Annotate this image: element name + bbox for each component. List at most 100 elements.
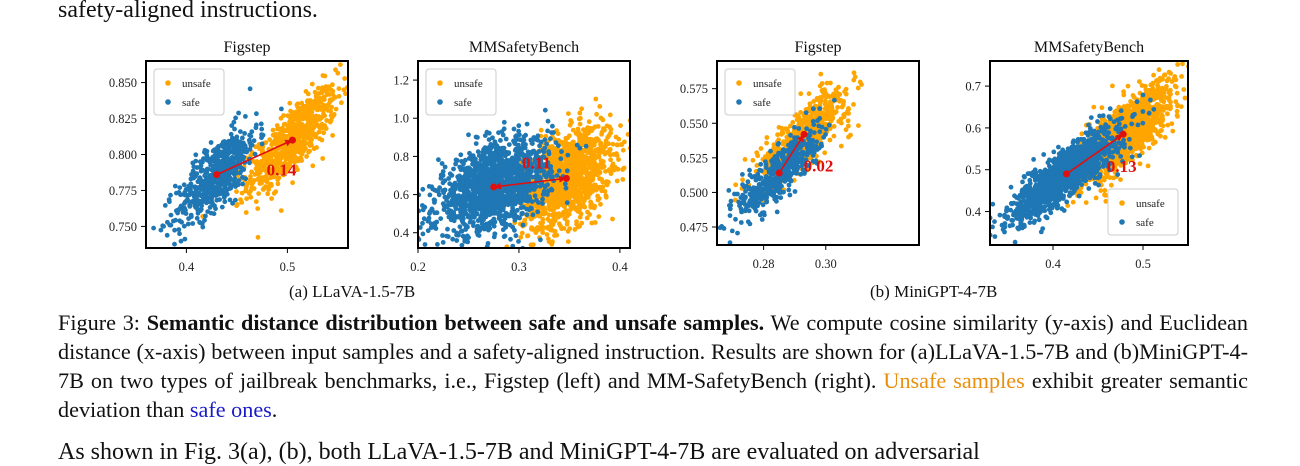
- data-point: [209, 140, 214, 145]
- data-point: [174, 191, 179, 196]
- data-point: [798, 91, 803, 96]
- data-point: [807, 122, 812, 127]
- data-point: [217, 197, 222, 202]
- data-point: [512, 127, 517, 132]
- data-point: [835, 105, 840, 110]
- distance-label: 0.14: [267, 160, 297, 179]
- data-point: [543, 108, 548, 113]
- data-point: [481, 190, 486, 195]
- data-point: [198, 159, 203, 164]
- data-point: [599, 132, 604, 137]
- data-point: [304, 154, 309, 159]
- data-point: [233, 181, 238, 186]
- data-point: [606, 141, 611, 146]
- data-point: [563, 182, 568, 187]
- data-point: [834, 94, 839, 99]
- data-point: [259, 181, 264, 186]
- data-point: [622, 166, 627, 171]
- data-point: [825, 81, 830, 86]
- data-point: [197, 185, 202, 190]
- data-point: [575, 143, 580, 148]
- data-point: [244, 210, 249, 215]
- data-point: [522, 134, 527, 139]
- data-point: [498, 138, 503, 143]
- data-point: [319, 115, 324, 120]
- data-point: [230, 201, 235, 206]
- data-point: [282, 122, 287, 127]
- data-point: [577, 111, 582, 116]
- data-point: [252, 138, 257, 143]
- data-point: [454, 231, 459, 236]
- data-point: [542, 146, 547, 151]
- data-point: [481, 253, 486, 258]
- data-point: [436, 189, 441, 194]
- data-point: [804, 126, 809, 131]
- data-point: [298, 122, 303, 127]
- data-point: [169, 213, 174, 218]
- data-point: [772, 145, 777, 150]
- data-point: [538, 221, 543, 226]
- data-point: [247, 191, 252, 196]
- data-point: [631, 138, 636, 143]
- data-point: [608, 157, 613, 162]
- data-point: [320, 138, 325, 143]
- data-point: [510, 206, 515, 211]
- data-point: [502, 126, 507, 131]
- data-point: [389, 252, 394, 257]
- data-point: [526, 233, 531, 238]
- data-point: [542, 137, 547, 142]
- data-point: [565, 168, 570, 173]
- data-point: [518, 235, 523, 240]
- data-point: [516, 239, 521, 244]
- data-point: [463, 227, 468, 232]
- data-point: [200, 168, 205, 173]
- data-point: [464, 202, 469, 207]
- data-point: [793, 189, 798, 194]
- legend-marker-safe: [437, 99, 443, 105]
- data-point: [203, 148, 208, 153]
- y-tick-label: 0.6: [393, 188, 409, 202]
- legend-marker-unsafe: [437, 80, 443, 86]
- data-point: [499, 193, 504, 198]
- data-point: [177, 185, 182, 190]
- data-point: [183, 237, 188, 242]
- data-point: [856, 86, 861, 91]
- data-point: [420, 221, 425, 226]
- data-point: [730, 229, 735, 234]
- data-point: [584, 176, 589, 181]
- data-point: [460, 243, 465, 248]
- data-point: [609, 127, 614, 132]
- data-point: [620, 177, 625, 182]
- data-point: [494, 177, 499, 182]
- data-point: [574, 219, 579, 224]
- data-point: [434, 220, 439, 225]
- data-point: [568, 118, 573, 123]
- data-point: [586, 195, 591, 200]
- data-point: [304, 134, 309, 139]
- data-point: [618, 123, 623, 128]
- data-point: [584, 144, 589, 149]
- data-point: [571, 177, 576, 182]
- data-point: [234, 138, 239, 143]
- data-point: [472, 193, 477, 198]
- data-point: [851, 102, 856, 107]
- data-point: [510, 188, 515, 193]
- data-point: [583, 149, 588, 154]
- data-point: [204, 156, 209, 161]
- data-point: [581, 156, 586, 161]
- data-point: [760, 217, 765, 222]
- data-point: [472, 214, 477, 219]
- data-point: [513, 148, 518, 153]
- data-point: [768, 149, 773, 154]
- data-point: [444, 234, 449, 239]
- data-point: [579, 106, 584, 111]
- data-point: [209, 173, 214, 178]
- data-point: [502, 120, 507, 125]
- data-point: [804, 110, 809, 115]
- data-point: [839, 117, 844, 122]
- x-tick-label: 0.3: [511, 260, 527, 274]
- data-point: [496, 200, 501, 205]
- data-point: [578, 116, 583, 121]
